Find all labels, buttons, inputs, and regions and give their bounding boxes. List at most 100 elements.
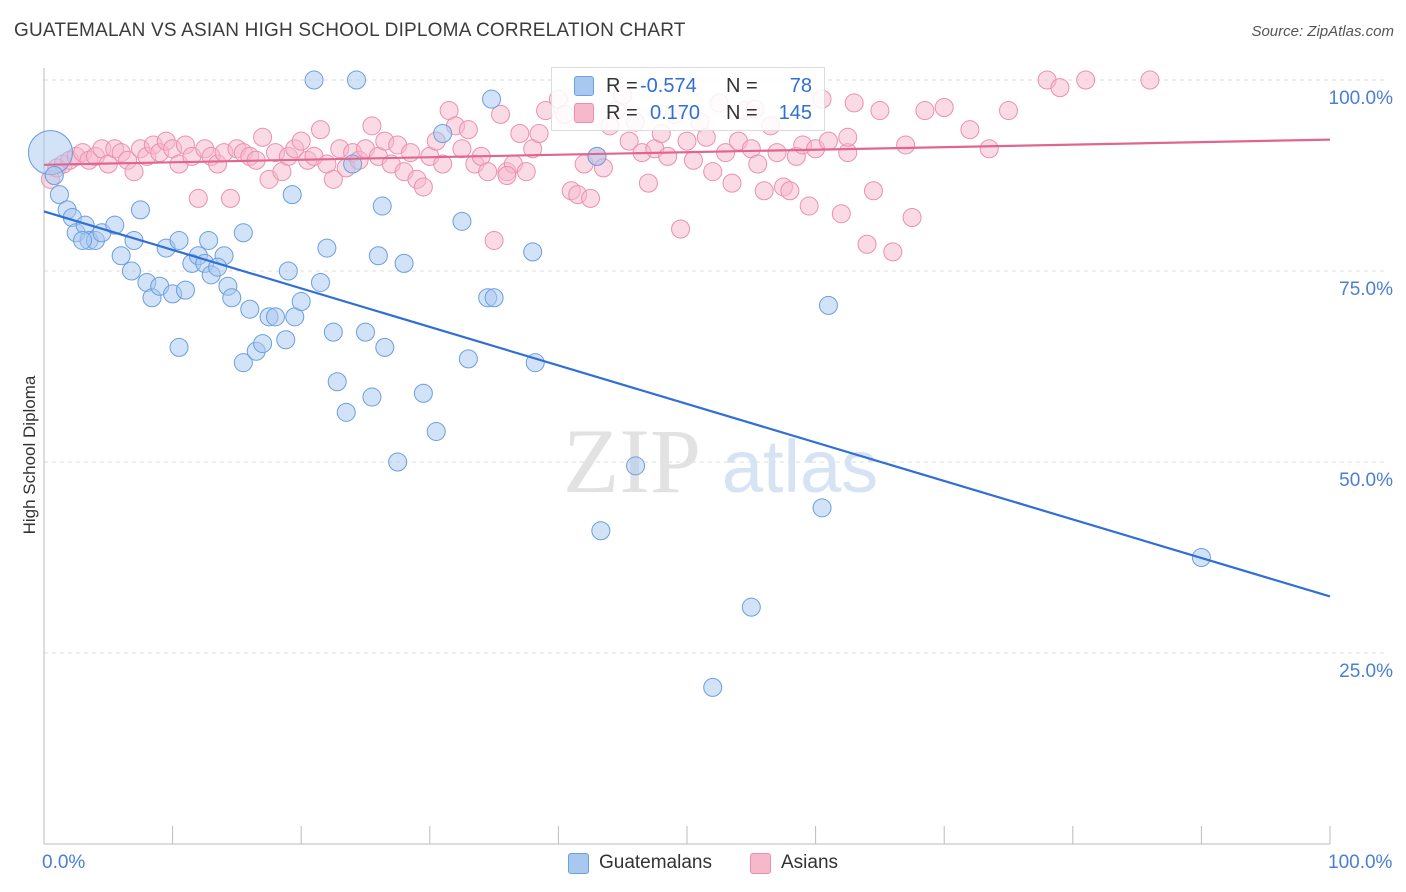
guatemalans-point (282, 185, 302, 205)
guatemalans-point (233, 223, 253, 243)
asians-point (638, 173, 658, 193)
asians-point (883, 242, 903, 262)
guatemalans-point (458, 349, 478, 369)
asians-point (748, 154, 768, 174)
guatemalans-point (327, 372, 347, 392)
asians-point (799, 196, 819, 216)
asians-trend-line (43, 138, 1331, 166)
n-value: 145 (778, 101, 812, 124)
guatemalans-point (356, 322, 375, 342)
source-credit: Source: ZipAtlas.com (1251, 23, 1394, 40)
guatemalans-point (323, 322, 343, 342)
guatemalans-point (812, 498, 832, 518)
asians-point (452, 139, 472, 159)
asians-point (401, 143, 421, 163)
guatemalans-point (703, 677, 723, 697)
guatemalans-swatch (574, 76, 594, 96)
asians-point (915, 101, 935, 121)
chart-title: GUATEMALAN VS ASIAN HIGH SCHOOL DIPLOMA … (14, 20, 686, 41)
guatemalans-point (105, 215, 125, 235)
y-tick-label: 75.0% (1339, 279, 1393, 300)
x-tick-label-max: 100.0% (1328, 852, 1393, 873)
guatemalans-point (265, 307, 285, 327)
asians-point (619, 131, 639, 151)
guatemalans-point (304, 70, 324, 90)
guatemalans-point (346, 70, 366, 90)
asians-point (658, 146, 678, 166)
asians-point (1050, 78, 1070, 98)
asians-point (310, 120, 330, 140)
asians-point (844, 93, 864, 113)
asians-point (857, 234, 877, 254)
asians-point (413, 177, 433, 197)
asians-point (484, 230, 504, 250)
asians-point (478, 162, 498, 182)
asians-point (323, 169, 343, 189)
asians-point (780, 181, 800, 201)
asians-point (960, 120, 980, 140)
legend-item-asians[interactable]: Asians (749, 852, 839, 874)
guatemalans-point (375, 337, 395, 357)
n-label: N = (726, 101, 758, 124)
guatemalans-point (222, 288, 242, 308)
guatemalans-point (253, 334, 273, 354)
asians-point (220, 188, 240, 208)
trend-lines (43, 138, 1331, 598)
guatemalans-points (27, 70, 1211, 697)
y-tick-labels: 25.0% 50.0% 75.0% 100.0% (1329, 88, 1394, 682)
asians-point (722, 173, 742, 193)
guatemalans-point (169, 230, 189, 250)
guatemalans-point (233, 353, 253, 373)
r-value: 0.170 (650, 101, 701, 124)
stats-legend-row-guatemalans: R = -0.574 N = 78 (574, 73, 812, 99)
asians-point (863, 181, 883, 201)
guatemalans-point (591, 521, 611, 541)
guatemalans-trend-line (43, 210, 1331, 598)
r-label: R = (606, 101, 638, 124)
asians-point (767, 143, 787, 163)
asians-point (291, 131, 311, 151)
guatemalans-point (336, 402, 356, 422)
guatemalans-point (394, 253, 414, 273)
series-legend: Guatemalans Asians (0, 852, 1406, 874)
guatemalans-point (413, 383, 433, 403)
guatemalans-swatch (567, 852, 589, 874)
guatemalans-point (291, 292, 311, 312)
guatemalans-point (130, 200, 150, 220)
asians-point (188, 188, 208, 208)
asians-point (754, 181, 774, 201)
guatemalans-point (372, 196, 392, 216)
asians-swatch (749, 852, 771, 874)
legend-label: Asians (780, 852, 839, 873)
asians-point (818, 131, 838, 151)
guatemalans-point (741, 597, 761, 617)
n-value: 78 (789, 74, 812, 97)
asians-point (497, 166, 517, 185)
y-tick-label: 100.0% (1329, 88, 1394, 109)
guatemalans-point (240, 299, 260, 319)
asians-point (671, 219, 691, 239)
watermark: ZIP atlas (563, 410, 878, 512)
guatemalans-point (818, 295, 838, 315)
asians-point (516, 162, 536, 182)
guatemalans-point (388, 452, 408, 472)
y-tick-label: 50.0% (1339, 470, 1393, 491)
asians-point (458, 120, 478, 140)
guatemalans-point (73, 230, 93, 250)
guatemalans-point (368, 246, 388, 266)
asians-point (677, 131, 697, 151)
asians-point (1140, 70, 1160, 90)
guatemalans-point (626, 456, 646, 476)
y-tick-label: 25.0% (1339, 661, 1393, 682)
r-value: -0.574 (640, 74, 697, 97)
legend-item-guatemalans[interactable]: Guatemalans (567, 852, 712, 874)
asians-point (529, 123, 549, 143)
r-label: R = (606, 74, 638, 97)
asians-point (703, 162, 723, 182)
asians-point (870, 101, 890, 121)
guatemalans-point (199, 230, 219, 250)
guatemalans-point (482, 89, 502, 109)
asians-point (999, 101, 1018, 121)
y-axis-label: High School Diploma (20, 375, 39, 535)
legend-label: Guatemalans (598, 852, 712, 873)
